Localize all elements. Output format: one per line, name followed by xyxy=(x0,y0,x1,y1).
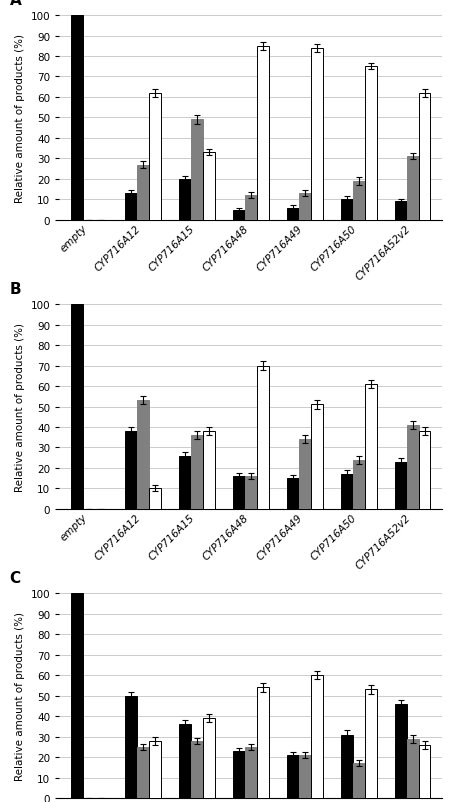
Bar xyxy=(71,16,83,221)
Bar xyxy=(191,435,202,509)
Bar xyxy=(298,194,310,221)
Bar xyxy=(340,735,352,798)
Bar xyxy=(298,439,310,509)
Bar xyxy=(71,305,83,509)
Bar xyxy=(352,764,364,798)
Bar xyxy=(286,755,298,798)
Bar xyxy=(256,366,268,509)
Text: C: C xyxy=(10,570,20,585)
Bar xyxy=(202,153,214,221)
Legend: α-Amyrin, Uvaol, Ursolic acid: α-Amyrin, Uvaol, Ursolic acid xyxy=(147,616,353,634)
Y-axis label: Relative amount of products (%): Relative amount of products (%) xyxy=(15,611,25,780)
Bar xyxy=(310,405,322,509)
Bar xyxy=(418,431,430,509)
Bar xyxy=(394,202,406,221)
Bar xyxy=(340,200,352,221)
Bar xyxy=(148,94,160,221)
Bar xyxy=(202,719,214,798)
Bar xyxy=(148,488,160,509)
Bar xyxy=(340,475,352,509)
Bar xyxy=(364,67,376,221)
Bar xyxy=(352,460,364,509)
Bar xyxy=(125,194,136,221)
Bar xyxy=(125,431,136,509)
Bar xyxy=(256,47,268,221)
Bar xyxy=(179,724,191,798)
Bar xyxy=(179,180,191,221)
Bar xyxy=(310,49,322,221)
Text: B: B xyxy=(10,282,21,297)
Bar xyxy=(179,456,191,509)
Bar xyxy=(394,704,406,798)
Bar xyxy=(418,745,430,798)
Bar xyxy=(286,209,298,221)
Bar xyxy=(256,687,268,798)
Bar xyxy=(233,210,244,221)
Bar xyxy=(202,431,214,509)
Bar xyxy=(364,384,376,509)
Bar xyxy=(298,755,310,798)
Bar xyxy=(244,196,256,221)
Bar xyxy=(352,182,364,221)
Bar xyxy=(406,425,418,509)
Bar xyxy=(418,94,430,221)
Bar xyxy=(310,675,322,798)
Bar xyxy=(364,690,376,798)
Text: A: A xyxy=(10,0,21,8)
Bar xyxy=(286,479,298,509)
Bar xyxy=(406,157,418,221)
Bar xyxy=(244,476,256,509)
Bar xyxy=(233,751,244,798)
Bar xyxy=(71,593,83,798)
Bar xyxy=(191,741,202,798)
Bar xyxy=(244,747,256,798)
Bar xyxy=(125,696,136,798)
Bar xyxy=(148,741,160,798)
Bar xyxy=(406,739,418,798)
Bar xyxy=(191,120,202,221)
Y-axis label: Relative amount of products (%): Relative amount of products (%) xyxy=(15,322,25,492)
Y-axis label: Relative amount of products (%): Relative amount of products (%) xyxy=(15,34,25,203)
Bar xyxy=(394,462,406,509)
Bar xyxy=(136,401,148,509)
Bar xyxy=(136,747,148,798)
Legend: β-Amyrin, Erythrodiol, Oleanolic acid: β-Amyrin, Erythrodiol, Oleanolic acid xyxy=(127,327,374,345)
Bar xyxy=(136,165,148,221)
Bar xyxy=(233,476,244,509)
